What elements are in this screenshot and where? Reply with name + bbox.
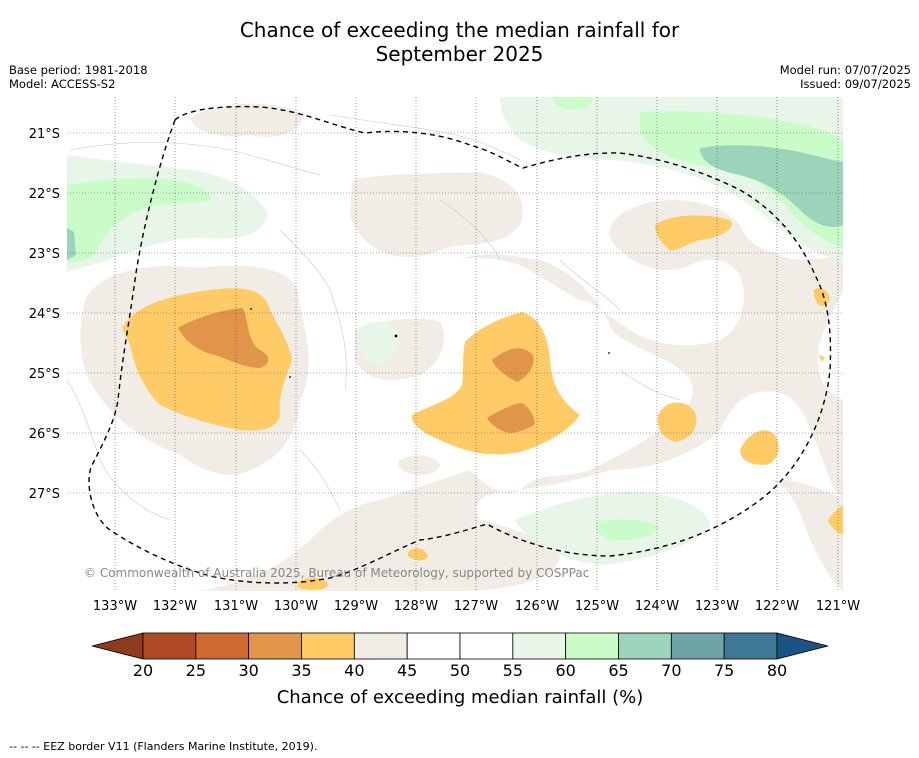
colorbar-tick-label: 70 [661, 661, 681, 680]
colorbar-cells [142, 632, 778, 660]
lat-label: 26°S [29, 427, 60, 442]
eez-footer-note: -- -- -- EEZ border V11 (Flanders Marine… [9, 740, 318, 753]
colorbar-cell [459, 632, 514, 660]
lon-label: 132°W [153, 599, 197, 614]
metadata-left: Base period: 1981-2018 Model: ACCESS-S2 [9, 63, 148, 91]
colorbar-tick-label: 40 [344, 661, 364, 680]
latitude-labels: 21°S 22°S 23°S 24°S 25°S 26°S 27°S [29, 127, 60, 502]
colorbar: 20 25 30 35 40 45 50 55 60 65 70 75 80 Chance of exc… [91, 632, 829, 708]
lon-label: 123°W [695, 599, 739, 614]
colorbar-below-arrow [91, 632, 144, 660]
colorbar-cell [670, 632, 725, 660]
colorbar-cell [723, 632, 778, 660]
lon-label: 127°W [454, 599, 498, 614]
colorbar-above-arrow [776, 632, 829, 660]
copyright-notice: © Commonwealth of Australia 2025, Bureau… [84, 566, 589, 580]
colorbar-cell [301, 632, 355, 660]
colorbar-tick-label: 60 [555, 661, 575, 680]
band-30-35 [178, 308, 535, 433]
colorbar-cell [353, 632, 408, 660]
contour-lines [67, 114, 681, 521]
model-run: Model run: 07/07/2025 [779, 63, 911, 77]
colorbar-label: Chance of exceeding median rainfall (%) [277, 687, 644, 708]
issued-date: Issued: 09/07/2025 [800, 77, 911, 91]
lat-label: 27°S [29, 487, 60, 502]
map-title: Chance of exceeding the median rainfall … [0, 18, 919, 66]
lat-label: 25°S [29, 367, 60, 382]
band-35-40 [122, 215, 843, 590]
lon-label: 126°W [515, 599, 559, 614]
lat-label: 24°S [29, 307, 60, 322]
island-markers [250, 308, 610, 378]
colorbar-cell [565, 632, 619, 660]
colorbar-cell [512, 632, 567, 660]
lon-label: 130°W [274, 599, 318, 614]
metadata-right: Model run: 07/07/2025 Issued: 09/07/2025 [780, 63, 911, 91]
lat-label: 22°S [29, 187, 60, 202]
longitude-labels: 133°W 132°W 131°W 130°W 129°W 128°W 127°… [93, 599, 860, 614]
colorbar-tick-label: 65 [608, 661, 628, 680]
colorbar-tick-label: 55 [503, 661, 523, 680]
lon-label: 131°W [214, 599, 258, 614]
colorbar-cell [195, 632, 250, 660]
lon-label: 133°W [93, 599, 137, 614]
band-60-65 [67, 97, 843, 541]
colorbar-cell [406, 632, 461, 660]
lon-label: 122°W [755, 599, 799, 614]
graticule [67, 97, 843, 591]
colorbar-tick-label: 35 [291, 661, 311, 680]
lon-label: 121°W [816, 599, 860, 614]
lat-label: 23°S [29, 247, 60, 262]
colorbar-tick-label: 25 [186, 661, 206, 680]
lon-label: 128°W [394, 599, 438, 614]
lon-label: 125°W [575, 599, 619, 614]
colorbar-ticks: 20 25 30 35 40 45 50 55 60 65 70 75 80 [133, 661, 787, 680]
model-name: Model: ACCESS-S2 [9, 77, 116, 91]
rainfall-map: © Commonwealth of Australia 2025, Bureau… [67, 97, 843, 591]
title-line-2: September 2025 [375, 42, 544, 66]
lon-label: 124°W [635, 599, 679, 614]
colorbar-tick-label: 30 [238, 661, 258, 680]
colorbar-tick-label: 75 [714, 661, 734, 680]
colorbar-cell [248, 632, 302, 660]
base-period: Base period: 1981-2018 [9, 63, 148, 77]
eez-border [88, 105, 832, 584]
colorbar-tick-label: 80 [767, 661, 787, 680]
lon-label: 129°W [334, 599, 378, 614]
colorbar-tick-label: 20 [133, 661, 153, 680]
title-line-1: Chance of exceeding the median rainfall … [239, 18, 680, 42]
colorbar-tick-label: 50 [450, 661, 470, 680]
lat-label: 21°S [29, 127, 60, 142]
colorbar-cell [618, 632, 672, 660]
band-65-70 [67, 145, 843, 260]
colorbar-cell [142, 632, 197, 660]
colorbar-tick-label: 45 [397, 661, 417, 680]
